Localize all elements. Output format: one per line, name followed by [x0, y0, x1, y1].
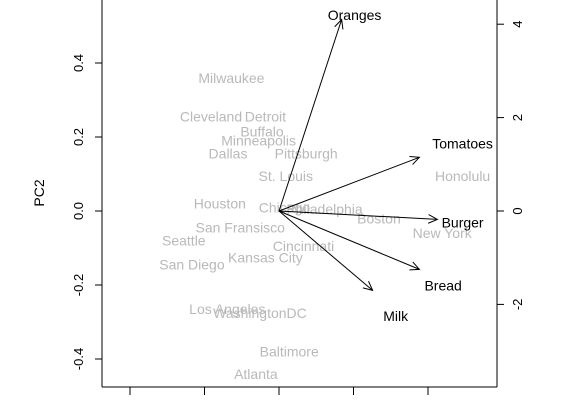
- left-axis-tick-label: -0.2: [71, 274, 86, 296]
- variable-arrow-shaft: [278, 210, 438, 220]
- left-axis-tick-label: -0.4: [71, 348, 86, 370]
- variable-arrow-shaft: [278, 210, 373, 291]
- city-label: Dallas: [209, 146, 248, 162]
- city-label: San Diego: [159, 257, 225, 273]
- variable-label: Bread: [424, 278, 461, 294]
- variable-arrow-head: [334, 18, 344, 30]
- city-label: Baltimore: [260, 344, 319, 360]
- city-label: Cleveland: [180, 109, 242, 125]
- city-label: WashingtonDC: [213, 305, 307, 321]
- variable-arrow-head: [427, 214, 439, 224]
- variable-label: Milk: [383, 308, 409, 324]
- city-label: Philadelphia: [286, 201, 362, 217]
- variable-label: Oranges: [328, 7, 382, 23]
- city-label: Pittsburgh: [275, 146, 338, 162]
- city-label: Milwaukee: [198, 70, 264, 86]
- right-axis-tick-label: -2: [510, 299, 525, 311]
- city-label: Detroit: [245, 109, 286, 125]
- y-axis-label: PC2: [31, 179, 47, 206]
- city-label: Atlanta: [234, 366, 278, 382]
- variable-arrow-shaft: [278, 210, 420, 270]
- city-label: Honolulu: [435, 168, 490, 184]
- left-axis-tick-label: 0.4: [71, 54, 86, 72]
- plot-frame: [101, 0, 498, 388]
- city-label: Chicago: [259, 199, 311, 215]
- left-axis: 0.4 0.2 0.0 -0.2 -0.4: [71, 54, 102, 370]
- right-axis-tick-label: 2: [510, 114, 525, 121]
- right-axis-tick-label: 4: [510, 21, 525, 28]
- left-axis-tick-label: 0.2: [71, 128, 86, 146]
- city-label: Boston: [357, 210, 401, 226]
- variable-labels: Oranges Tomatoes Burger Bread Milk: [328, 7, 493, 324]
- city-label: Buffalo: [240, 123, 284, 139]
- city-label: New York: [413, 225, 473, 241]
- city-label: Houston: [194, 196, 246, 212]
- variable-label: Burger: [442, 215, 484, 231]
- city-label: Kansas City: [228, 249, 303, 265]
- city-label: St. Louis: [259, 168, 313, 184]
- city-label: Seattle: [162, 233, 206, 249]
- city-labels: Milwaukee Cleveland DetroitBuffaloMinneapo…: [159, 70, 490, 382]
- city-label: Cincinnati: [273, 238, 334, 254]
- variable-arrow-shaft: [278, 19, 343, 212]
- variable-label: Tomatoes: [432, 135, 493, 151]
- variable-arrow-head: [362, 281, 374, 292]
- city-label: Los Angeles: [189, 301, 265, 317]
- variable-arrow-shaft: [278, 156, 420, 212]
- left-axis-tick-label: 0.0: [71, 202, 86, 220]
- variable-arrow-head: [409, 261, 421, 271]
- city-label: Minneapolis: [221, 133, 296, 149]
- variable-arrows: [278, 18, 439, 292]
- bottom-axis: [129, 387, 429, 395]
- variable-arrow-head: [409, 155, 421, 165]
- right-axis-tick-label: 0: [510, 207, 525, 214]
- city-label: San Fransisco: [195, 220, 285, 236]
- right-axis: 4 2 0 -2: [497, 21, 525, 311]
